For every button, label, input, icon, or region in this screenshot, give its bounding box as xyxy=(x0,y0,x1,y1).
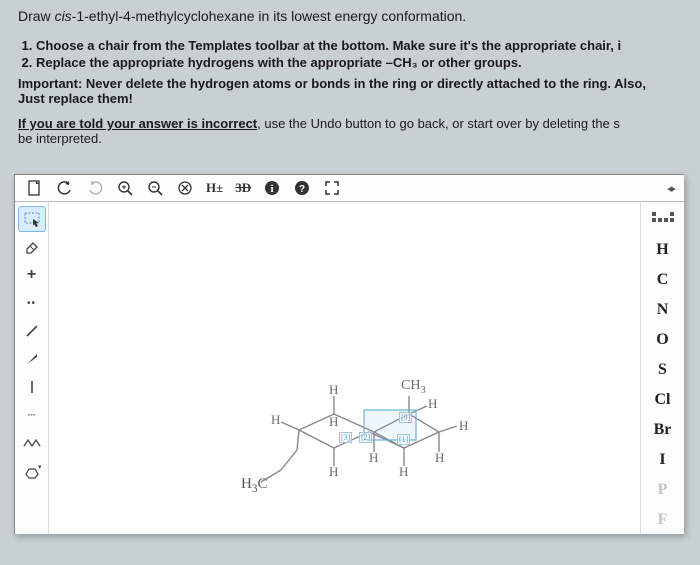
h-label: H xyxy=(428,396,437,412)
new-icon[interactable] xyxy=(21,175,49,201)
element-h-button[interactable]: H xyxy=(645,236,681,264)
question-title: Draw cis-1-ethyl-4-methylcyclohexane in … xyxy=(18,8,692,24)
h-label: H xyxy=(329,414,338,430)
svg-text:?: ? xyxy=(299,184,305,195)
element-p-button[interactable]: P xyxy=(645,476,681,504)
element-f-button[interactable]: F xyxy=(645,506,681,534)
ch3-label: CH3 xyxy=(401,378,426,396)
chair-structure[interactable]: CH3 H H H H H H H H H H3C [3] [2] [1] [9… xyxy=(239,352,499,512)
element-s-button[interactable]: S xyxy=(645,356,681,384)
h-plus-minus-button[interactable]: H± xyxy=(201,175,228,201)
ring-tool-icon[interactable]: ▾ xyxy=(18,458,46,484)
top-toolbar: H± 3D i ? ◂▸ xyxy=(15,175,684,202)
zoom-in-icon[interactable] xyxy=(111,175,139,201)
select-tool-icon[interactable] xyxy=(18,206,46,232)
h-label: H xyxy=(271,412,280,428)
instruction-list: Choose a chair from the Templates toolba… xyxy=(36,38,692,70)
info-icon[interactable]: i xyxy=(258,175,286,201)
charge-tool-icon[interactable]: + xyxy=(18,262,46,288)
h-label: H xyxy=(459,418,468,434)
delete-icon[interactable] xyxy=(171,175,199,201)
svg-text:▾: ▾ xyxy=(38,464,41,471)
three-d-button[interactable]: 3D xyxy=(230,175,256,201)
left-toolbar: + •• ⎓ ▾ xyxy=(15,202,49,534)
chain-tool-icon[interactable] xyxy=(18,430,46,456)
element-c-button[interactable]: C xyxy=(645,266,681,294)
single-bond-tool-icon[interactable] xyxy=(18,318,46,344)
selection-marker: [2] xyxy=(359,432,372,443)
important-note: Important: Never delete the hydrogen ato… xyxy=(18,76,692,106)
lone-pair-tool-icon[interactable]: •• xyxy=(18,290,46,316)
h3c-label: H3C xyxy=(241,476,267,495)
selection-marker: [3] xyxy=(339,432,352,443)
double-bond-tool-icon[interactable]: ⎓ xyxy=(18,402,46,428)
element-o-button[interactable]: O xyxy=(645,326,681,354)
nav-arrows[interactable]: ◂▸ xyxy=(667,182,678,195)
structure-editor: H± 3D i ? ◂▸ + •• ⎓ ▾ xyxy=(14,174,684,534)
element-br-button[interactable]: Br xyxy=(645,416,681,444)
undo-icon[interactable] xyxy=(51,175,79,201)
element-cl-button[interactable]: Cl xyxy=(645,386,681,414)
vertical-bond-tool-icon[interactable] xyxy=(18,374,46,400)
element-n-button[interactable]: N xyxy=(645,296,681,324)
instruction-step-2: Replace the appropriate hydrogens with t… xyxy=(36,55,692,70)
instruction-step-1: Choose a chair from the Templates toolba… xyxy=(36,38,692,53)
h-label: H xyxy=(369,450,378,466)
periodic-table-icon xyxy=(652,212,674,228)
eraser-tool-icon[interactable] xyxy=(18,234,46,260)
h-label: H xyxy=(329,382,338,398)
h-label: H xyxy=(435,450,444,466)
h-label: H xyxy=(399,464,408,480)
drawing-canvas[interactable]: CH3 H H H H H H H H H H3C [3] [2] [1] [9… xyxy=(49,202,640,534)
wedge-bond-tool-icon[interactable] xyxy=(18,346,46,372)
fullscreen-icon[interactable] xyxy=(318,175,346,201)
selection-marker: [1] xyxy=(397,434,410,445)
zoom-out-icon[interactable] xyxy=(141,175,169,201)
element-i-button[interactable]: I xyxy=(645,446,681,474)
redo-icon[interactable] xyxy=(81,175,109,201)
periodic-table-button[interactable] xyxy=(645,206,681,234)
help-icon[interactable]: ? xyxy=(288,175,316,201)
svg-text:i: i xyxy=(271,183,274,195)
selection-marker: [9] xyxy=(399,412,412,423)
incorrect-note: If you are told your answer is incorrect… xyxy=(18,116,692,146)
element-toolbar: H C N O S Cl Br I P F xyxy=(640,202,684,534)
h-label: H xyxy=(329,464,338,480)
